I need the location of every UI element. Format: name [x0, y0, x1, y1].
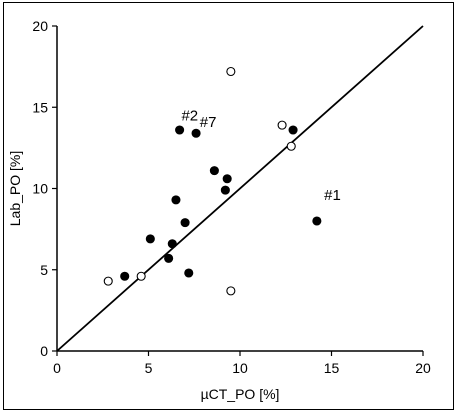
filled-data-point — [180, 218, 190, 228]
open-data-point — [226, 286, 236, 296]
filled-data-point — [184, 268, 194, 278]
x-tick-label: 0 — [53, 360, 61, 376]
open-data-point — [136, 271, 146, 281]
reference-line — [56, 25, 424, 352]
filled-data-point — [220, 185, 230, 195]
x-axis-title: µCT_PO [%] — [201, 386, 280, 402]
filled-data-point — [222, 174, 232, 184]
annotations: #2 #7 #1 — [181, 107, 340, 204]
filled-data-point — [191, 128, 201, 138]
x-tick-label: 15 — [324, 360, 340, 376]
open-data-point — [103, 276, 113, 286]
tick-marks — [52, 25, 424, 356]
y-tick-label: 15 — [32, 99, 48, 115]
y-tick-label: 10 — [32, 181, 48, 197]
filled-data-point — [120, 271, 130, 281]
point-annotation: #2 — [181, 107, 198, 124]
filled-data-point — [312, 216, 322, 226]
y-tick-labels: 0 5 10 15 20 — [32, 18, 48, 359]
reference-line-group — [56, 25, 424, 352]
x-tick-label: 20 — [415, 360, 431, 376]
open-data-point — [226, 66, 236, 77]
filled-data-point — [145, 234, 155, 244]
filled-data-point — [209, 166, 219, 176]
data-points — [103, 66, 322, 296]
filled-data-point — [164, 253, 174, 263]
x-tick-labels: 0 5 10 15 20 — [53, 360, 431, 376]
filled-data-point — [167, 239, 177, 249]
open-data-point — [277, 120, 287, 130]
filled-data-point — [171, 195, 181, 205]
point-annotation: #1 — [324, 187, 341, 204]
filled-data-point — [288, 125, 298, 135]
filled-data-point — [175, 125, 185, 135]
open-data-point — [286, 141, 296, 151]
x-tick-label: 10 — [232, 360, 248, 376]
y-axis-title: Lab_PO [%] — [7, 151, 23, 227]
x-tick-label: 5 — [145, 360, 153, 376]
point-annotation: #7 — [200, 114, 217, 131]
y-tick-label: 20 — [32, 18, 48, 34]
y-tick-label: 0 — [40, 343, 48, 359]
y-tick-label: 5 — [40, 262, 48, 278]
